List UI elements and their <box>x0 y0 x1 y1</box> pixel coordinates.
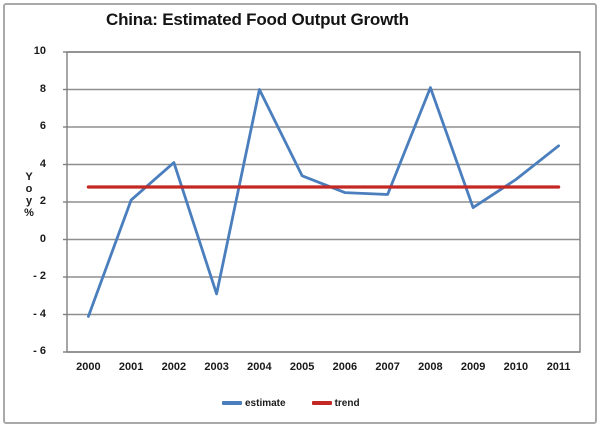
legend-item-estimate: estimate <box>222 398 286 409</box>
y-tick-label: 4 <box>39 157 46 170</box>
trend-line-swatch <box>311 401 332 405</box>
x-tick-label: 2006 <box>332 361 358 373</box>
y-tick-label: 6 <box>39 120 46 132</box>
y-tick-label: 10 <box>33 45 46 57</box>
image-frame <box>3 3 597 424</box>
y-tick-label: - 6 <box>33 345 46 357</box>
estimate-legend-label: estimate <box>245 397 286 409</box>
plot-area-border <box>66 51 581 353</box>
y-tick-label: 2 <box>39 195 46 207</box>
y-tick-label: 8 <box>39 82 46 95</box>
x-tick-label: 2001 <box>118 361 144 373</box>
x-tick-label: 2005 <box>289 361 315 373</box>
y-tick-label: - 2 <box>33 270 46 282</box>
trend-legend-label: trend <box>334 397 360 409</box>
chart-legend: estimate trend <box>222 396 360 410</box>
estimate-line <box>87 86 560 318</box>
y-tick-label: 0 <box>39 232 46 245</box>
x-tick-label: 2004 <box>247 361 272 373</box>
estimate-line-swatch <box>222 401 242 405</box>
x-tick-label: 2009 <box>460 361 486 373</box>
x-tick-label: 2007 <box>375 361 400 373</box>
x-tick-label: 2011 <box>546 361 571 373</box>
x-tick-label: 2000 <box>76 361 101 373</box>
chart-title: China: Estimated Food Output Growth <box>106 10 409 29</box>
y-tick-label: - 4 <box>33 307 46 320</box>
x-tick-label: 2008 <box>418 361 443 373</box>
x-tick-label: 2003 <box>204 361 229 373</box>
x-tick-label: 2010 <box>503 361 529 373</box>
legend-item-trend: trend <box>311 397 360 409</box>
x-tick-label: 2002 <box>161 361 187 373</box>
